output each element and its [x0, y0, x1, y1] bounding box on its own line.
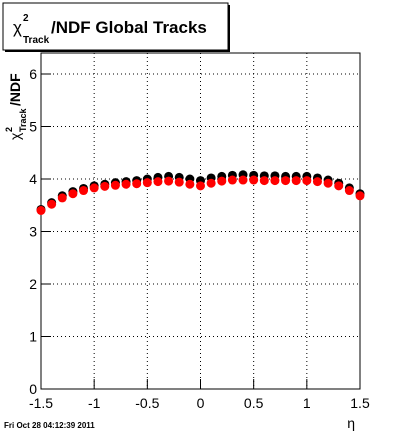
marker	[238, 175, 248, 185]
marker	[259, 176, 269, 186]
y-label-sub: Track	[18, 107, 28, 132]
marker	[132, 179, 142, 189]
y-tick-label: 3	[29, 224, 37, 240]
x-tick-label: 0.5	[244, 395, 264, 411]
marker	[249, 175, 259, 185]
x-tick-label: 1	[303, 395, 311, 411]
marker	[100, 181, 110, 191]
marker	[344, 186, 354, 196]
marker	[227, 175, 237, 185]
marker	[68, 189, 78, 199]
x-tick-label: 0	[197, 395, 205, 411]
marker	[79, 186, 89, 196]
marker	[270, 176, 280, 186]
x-axis-label: η	[347, 415, 355, 431]
marker	[153, 177, 163, 187]
y-tick-label: 1	[29, 329, 37, 345]
marker	[89, 183, 99, 193]
marker	[174, 177, 184, 187]
title-sub: Track	[23, 35, 50, 46]
marker	[281, 176, 291, 186]
marker	[302, 176, 312, 186]
marker	[47, 199, 57, 209]
marker	[121, 179, 131, 189]
y-tick-label: 5	[29, 119, 37, 135]
marker	[110, 180, 120, 190]
title-box	[2, 2, 229, 51]
chart-title: χ 2 Track/NDF Global Tracks	[13, 13, 207, 46]
marker	[206, 178, 216, 188]
y-tick-label: 6	[29, 66, 37, 82]
marker	[164, 176, 174, 186]
marker	[57, 193, 67, 203]
y-label-symbol: χ	[7, 132, 23, 140]
x-tick-label: -1	[88, 395, 101, 411]
marker	[334, 181, 344, 191]
x-tick-label: -1.5	[29, 395, 53, 411]
y-tick-label: 4	[29, 171, 37, 187]
marker	[196, 181, 205, 191]
x-tick-label: 1.5	[350, 395, 370, 411]
marker	[312, 177, 322, 187]
marker	[323, 178, 333, 188]
title-rest: /NDF Global Tracks	[51, 18, 207, 37]
y-label-sup: 2	[4, 127, 14, 132]
title-sup: 2	[23, 13, 29, 24]
marker	[355, 191, 365, 201]
marker	[36, 206, 46, 215]
marker	[185, 179, 195, 189]
marker	[142, 178, 152, 188]
y-tick-label: 0	[29, 381, 37, 397]
marker	[291, 176, 301, 186]
y-label-rest: /NDF	[7, 73, 23, 106]
y-axis-label: χ2 Track/NDF	[4, 73, 28, 140]
plot-frame	[40, 52, 361, 390]
title-symbol: χ	[13, 18, 22, 37]
x-tick-label: -0.5	[135, 395, 159, 411]
footer: Fri Oct 28 04:12:39 2011	[4, 421, 95, 430]
y-tick-label: 2	[29, 276, 37, 292]
marker	[217, 176, 227, 186]
